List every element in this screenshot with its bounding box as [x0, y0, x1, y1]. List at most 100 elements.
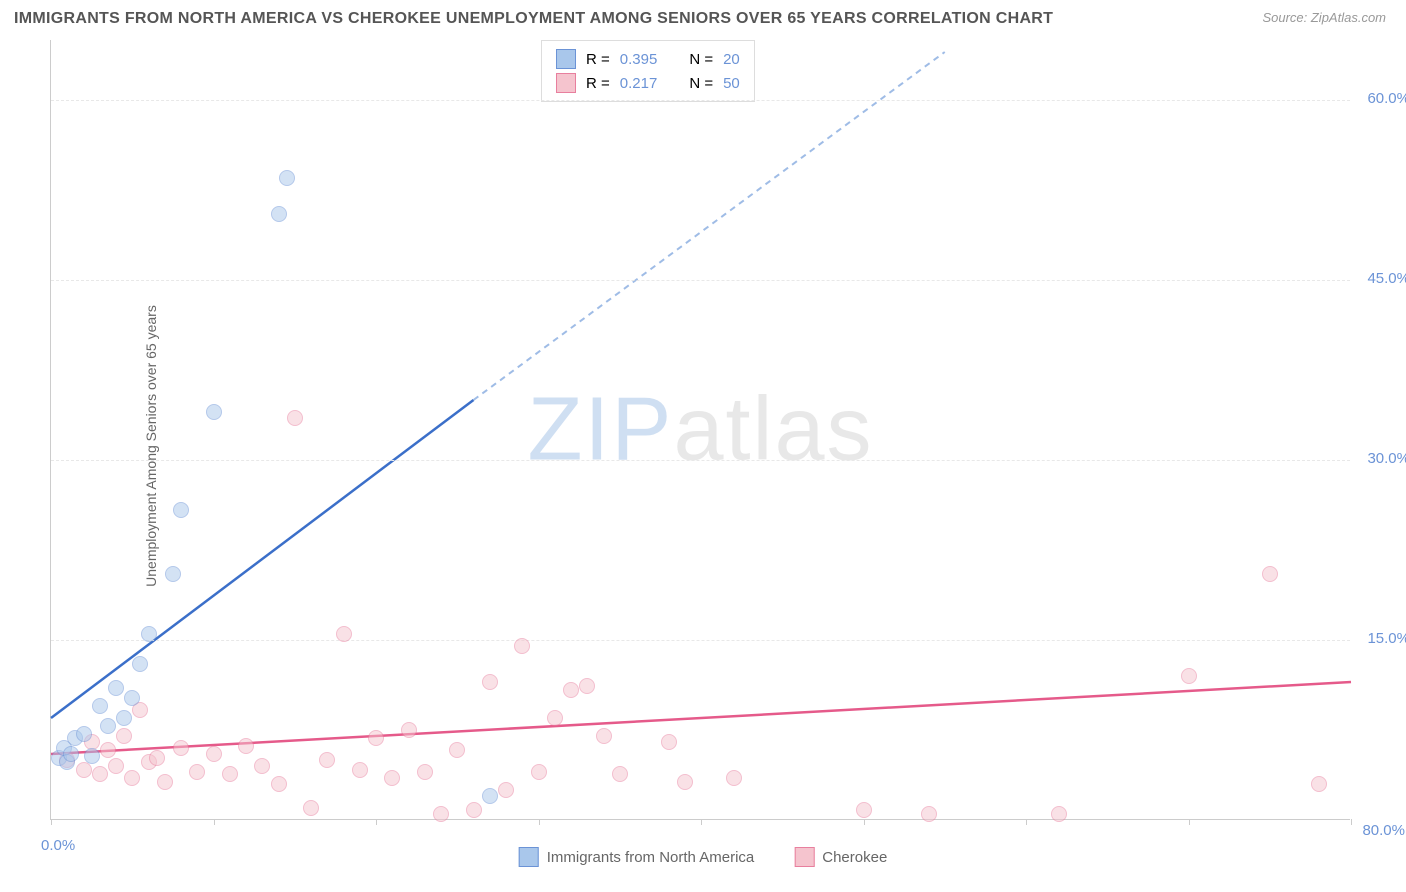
scatter-point-blue: [124, 690, 140, 706]
scatter-point-pink: [1311, 776, 1327, 792]
scatter-point-blue: [63, 746, 79, 762]
scatter-point-pink: [303, 800, 319, 816]
scatter-point-pink: [661, 734, 677, 750]
legend-item-blue: Immigrants from North America: [519, 847, 755, 867]
scatter-point-pink: [384, 770, 400, 786]
scatter-point-pink: [596, 728, 612, 744]
legend-swatch-pink: [556, 73, 576, 93]
scatter-point-pink: [319, 752, 335, 768]
legend-swatch-pink-icon: [794, 847, 814, 867]
scatter-point-pink: [1051, 806, 1067, 822]
plot-svg: [51, 40, 1350, 819]
scatter-point-blue: [100, 718, 116, 734]
scatter-point-pink: [547, 710, 563, 726]
scatter-point-pink: [726, 770, 742, 786]
y-tick-label: 45.0%: [1367, 270, 1406, 287]
y-tick-label: 15.0%: [1367, 630, 1406, 647]
y-tick-label: 60.0%: [1367, 90, 1406, 107]
scatter-point-pink: [173, 740, 189, 756]
scatter-point-pink: [254, 758, 270, 774]
scatter-point-blue: [271, 206, 287, 222]
x-tick-label: 0.0%: [41, 837, 75, 854]
scatter-point-pink: [157, 774, 173, 790]
scatter-point-blue: [76, 726, 92, 742]
scatter-point-pink: [417, 764, 433, 780]
scatter-point-pink: [271, 776, 287, 792]
scatter-point-pink: [124, 770, 140, 786]
scatter-point-pink: [222, 766, 238, 782]
legend-r-label: R =: [586, 75, 610, 92]
scatter-point-pink: [100, 742, 116, 758]
legend-label-pink: Cherokee: [822, 849, 887, 866]
scatter-point-blue: [116, 710, 132, 726]
scatter-point-pink: [108, 758, 124, 774]
x-tick-mark: [701, 819, 702, 825]
scatter-point-pink: [1262, 566, 1278, 582]
legend-row-pink: R = 0.217 N = 50: [556, 71, 740, 95]
scatter-point-blue: [141, 626, 157, 642]
series-legend: Immigrants from North America Cherokee: [519, 847, 888, 867]
scatter-point-pink: [433, 806, 449, 822]
scatter-point-pink: [92, 766, 108, 782]
x-tick-mark: [214, 819, 215, 825]
scatter-point-blue: [482, 788, 498, 804]
scatter-point-pink: [921, 806, 937, 822]
scatter-point-pink: [287, 410, 303, 426]
scatter-point-blue: [279, 170, 295, 186]
gridline-h: [51, 460, 1350, 461]
legend-swatch-blue-icon: [519, 847, 539, 867]
scatter-point-pink: [401, 722, 417, 738]
scatter-point-pink: [1181, 668, 1197, 684]
scatter-point-pink: [482, 674, 498, 690]
legend-r-value: 0.217: [620, 75, 658, 92]
scatter-point-blue: [173, 502, 189, 518]
x-tick-mark: [51, 819, 52, 825]
scatter-point-pink: [514, 638, 530, 654]
scatter-point-pink: [579, 678, 595, 694]
y-tick-label: 30.0%: [1367, 450, 1406, 467]
scatter-point-blue: [206, 404, 222, 420]
scatter-point-blue: [108, 680, 124, 696]
chart-plot-area: ZIPatlas R = 0.395 N = 20 R = 0.217 N = …: [50, 40, 1350, 820]
legend-n-label: N =: [689, 75, 713, 92]
scatter-point-pink: [238, 738, 254, 754]
scatter-point-pink: [352, 762, 368, 778]
scatter-point-pink: [149, 750, 165, 766]
scatter-point-pink: [368, 730, 384, 746]
x-tick-mark: [1189, 819, 1190, 825]
gridline-h: [51, 100, 1350, 101]
scatter-point-pink: [563, 682, 579, 698]
legend-n-value: 50: [723, 75, 740, 92]
scatter-point-pink: [449, 742, 465, 758]
scatter-point-pink: [206, 746, 222, 762]
x-tick-mark: [864, 819, 865, 825]
legend-n-value: 20: [723, 51, 740, 68]
scatter-point-blue: [92, 698, 108, 714]
legend-row-blue: R = 0.395 N = 20: [556, 47, 740, 71]
legend-label-blue: Immigrants from North America: [547, 849, 755, 866]
scatter-point-pink: [856, 802, 872, 818]
scatter-point-pink: [336, 626, 352, 642]
gridline-h: [51, 640, 1350, 641]
x-tick-mark: [376, 819, 377, 825]
x-tick-label: 80.0%: [1362, 822, 1405, 839]
correlation-legend: R = 0.395 N = 20 R = 0.217 N = 50: [541, 40, 755, 102]
x-tick-mark: [1026, 819, 1027, 825]
scatter-point-pink: [677, 774, 693, 790]
scatter-point-pink: [116, 728, 132, 744]
scatter-point-pink: [531, 764, 547, 780]
scatter-point-pink: [612, 766, 628, 782]
scatter-point-blue: [132, 656, 148, 672]
scatter-point-blue: [84, 748, 100, 764]
legend-r-label: R =: [586, 51, 610, 68]
scatter-point-pink: [466, 802, 482, 818]
legend-n-label: N =: [689, 51, 713, 68]
scatter-point-pink: [498, 782, 514, 798]
chart-title: IMMIGRANTS FROM NORTH AMERICA VS CHEROKE…: [14, 10, 1053, 28]
gridline-h: [51, 280, 1350, 281]
x-tick-mark: [1351, 819, 1352, 825]
source-attribution: Source: ZipAtlas.com: [1262, 10, 1386, 25]
legend-swatch-blue: [556, 49, 576, 69]
legend-r-value: 0.395: [620, 51, 658, 68]
scatter-point-blue: [165, 566, 181, 582]
